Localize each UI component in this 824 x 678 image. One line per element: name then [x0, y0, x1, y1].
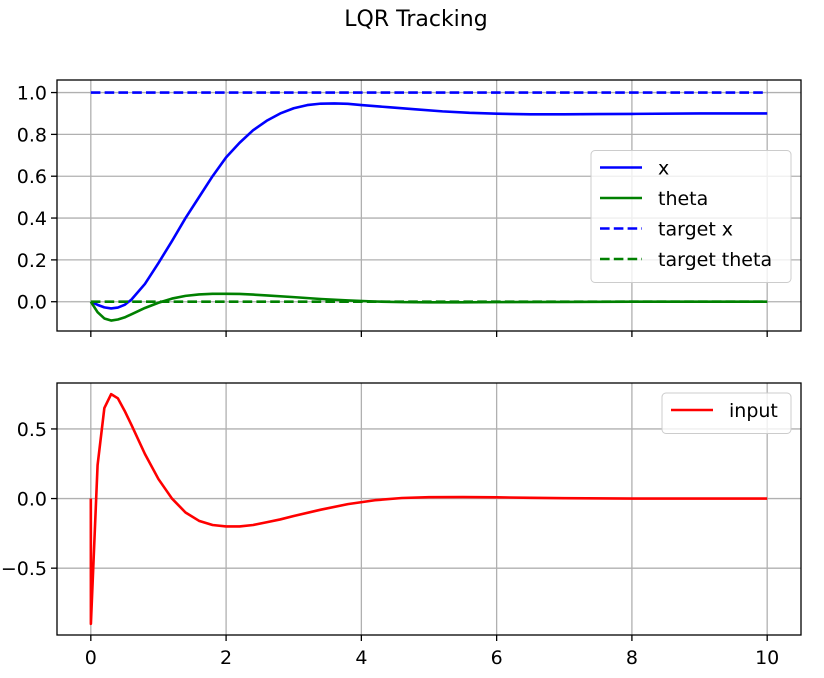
x-tick-label: 0 [85, 647, 97, 669]
series-line-input [89, 392, 768, 626]
y-tick-label: −0.5 [1, 558, 47, 580]
legend-box [661, 392, 792, 434]
legend-label-input: input [729, 400, 778, 422]
y-tick-label: 0.0 [17, 292, 47, 314]
x-tick-label: 4 [355, 647, 367, 669]
legend-box [590, 150, 792, 283]
series-group [89, 91, 768, 322]
legend-label-theta: theta [658, 188, 708, 210]
series-group [89, 392, 768, 626]
legend-label-x: x [658, 158, 669, 180]
figure-title: LQR Tracking [344, 7, 487, 32]
y-tick-label: 0.6 [17, 166, 47, 188]
series-line-x [90, 102, 768, 310]
y-tick-label: 0.5 [17, 419, 47, 441]
y-tick-label: 1.0 [17, 83, 47, 105]
x-tick-label: 10 [755, 647, 779, 669]
x-tick-label: 8 [626, 647, 638, 669]
y-tick-label: 0.8 [17, 124, 47, 146]
x-tick-label: 2 [220, 647, 232, 669]
axes-frame [56, 79, 802, 332]
y-tick-label: 0.0 [17, 489, 47, 511]
legend-label-target-x: target x [658, 219, 733, 241]
legend: x theta target x target theta [590, 150, 792, 283]
axes-frame [56, 382, 802, 636]
x-tick-label: 6 [491, 647, 503, 669]
series-line-theta [89, 292, 768, 322]
legend-label-target-theta: target theta [658, 249, 772, 271]
y-tick-label: 0.2 [17, 250, 47, 272]
subplot-input: 0 2 4 6 8 10 −0.5 0.0 0.5 input [1, 382, 802, 669]
legend: input [661, 392, 792, 434]
y-tick-label: 0.4 [17, 208, 47, 230]
subplot-states: 0.0 0.2 0.4 0.6 0.8 1.0 x theta target x target t… [17, 79, 802, 337]
